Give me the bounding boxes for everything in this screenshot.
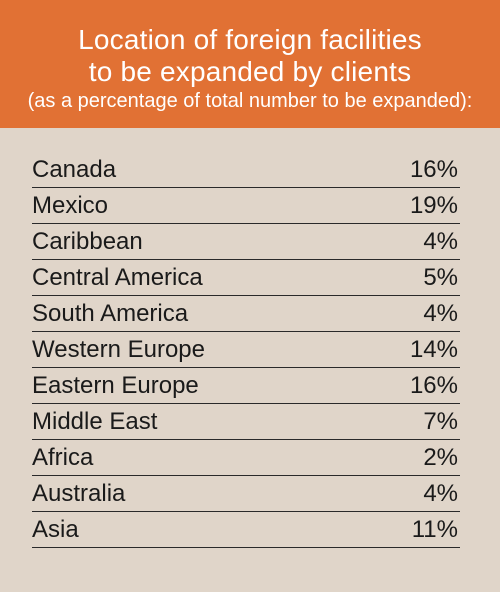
row-value: 16%: [409, 372, 458, 399]
table-row: Eastern Europe 16%: [32, 368, 460, 404]
row-label: South America: [32, 300, 189, 327]
row-value: 11%: [411, 516, 458, 543]
header-banner: Location of foreign facilities to be exp…: [0, 0, 500, 128]
row-label: Asia: [32, 516, 79, 543]
row-label: Central America: [32, 264, 203, 291]
table-row: Western Europe 14%: [32, 332, 460, 368]
row-value: 4%: [423, 480, 458, 507]
table-row: Mexico 19%: [32, 188, 460, 224]
table-row: South America 4%: [32, 296, 460, 332]
row-value: 7%: [423, 408, 458, 435]
row-value: 14%: [409, 336, 458, 363]
subtitle: (as a percentage of total number to be e…: [27, 90, 473, 112]
table-row: Asia 11%: [32, 512, 460, 548]
row-value: 4%: [423, 228, 458, 255]
row-label: Middle East: [32, 408, 158, 435]
row-label: Eastern Europe: [32, 372, 199, 399]
row-value: 4%: [423, 300, 458, 327]
row-value: 5%: [423, 264, 458, 291]
row-value: 16%: [409, 156, 458, 183]
table-row: Canada 16%: [32, 152, 460, 188]
table-row: Caribbean 4%: [32, 224, 460, 260]
row-label: Africa: [32, 444, 94, 471]
row-label: Western Europe: [32, 336, 205, 363]
title-line-2: to be expanded by clients: [88, 56, 412, 87]
title-line-1: Location of foreign facilities: [78, 24, 422, 55]
row-label: Caribbean: [32, 228, 143, 255]
data-table: Canada 16% Mexico 19% Caribbean 4% Central Ame…: [32, 152, 460, 548]
row-label: Australia: [32, 480, 126, 507]
table-row: Australia 4%: [32, 476, 460, 512]
row-value: 19%: [409, 192, 458, 219]
row-value: 2%: [423, 444, 458, 471]
table-row: Central America 5%: [32, 260, 460, 296]
row-label: Canada: [32, 156, 117, 183]
row-label: Mexico: [32, 192, 109, 219]
table-row: Africa 2%: [32, 440, 460, 476]
table-row: Middle East 7%: [32, 404, 460, 440]
